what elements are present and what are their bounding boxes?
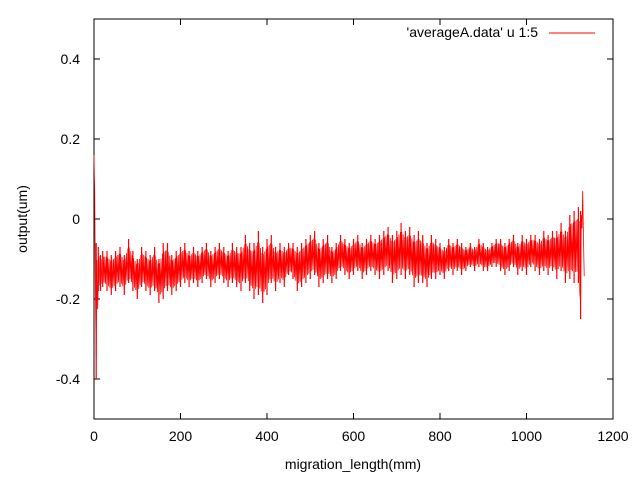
x-tick-label: 800 (428, 428, 452, 444)
legend-label: 'averageA.data' u 1:5 (407, 24, 539, 40)
y-tick-label: 0 (72, 211, 80, 227)
axis-ticks (93, 19, 614, 419)
x-tick-label: 0 (90, 428, 98, 444)
y-axis-label: output(um) (14, 185, 30, 253)
x-axis-label: migration_length(mm) (285, 456, 421, 472)
tick-labels: 0 200 400 600 800 1000 1200 -0.4 -0.2 0 0.2 0.4 (56, 51, 629, 444)
y-tick-label: 0.2 (61, 131, 81, 147)
x-tick-label: 1000 (511, 428, 542, 444)
x-tick-label: 400 (255, 428, 279, 444)
x-tick-label: 1200 (597, 428, 628, 444)
y-tick-label: 0.4 (61, 51, 81, 67)
y-tick-label: -0.2 (56, 291, 80, 307)
x-tick-label: 600 (342, 428, 366, 444)
plot-frame (93, 18, 614, 420)
y-tick-label: -0.4 (56, 371, 80, 387)
series-group (93, 154, 585, 379)
legend: 'averageA.data' u 1:5 (407, 24, 595, 40)
x-tick-label: 200 (169, 428, 193, 444)
series-line (93, 154, 585, 359)
